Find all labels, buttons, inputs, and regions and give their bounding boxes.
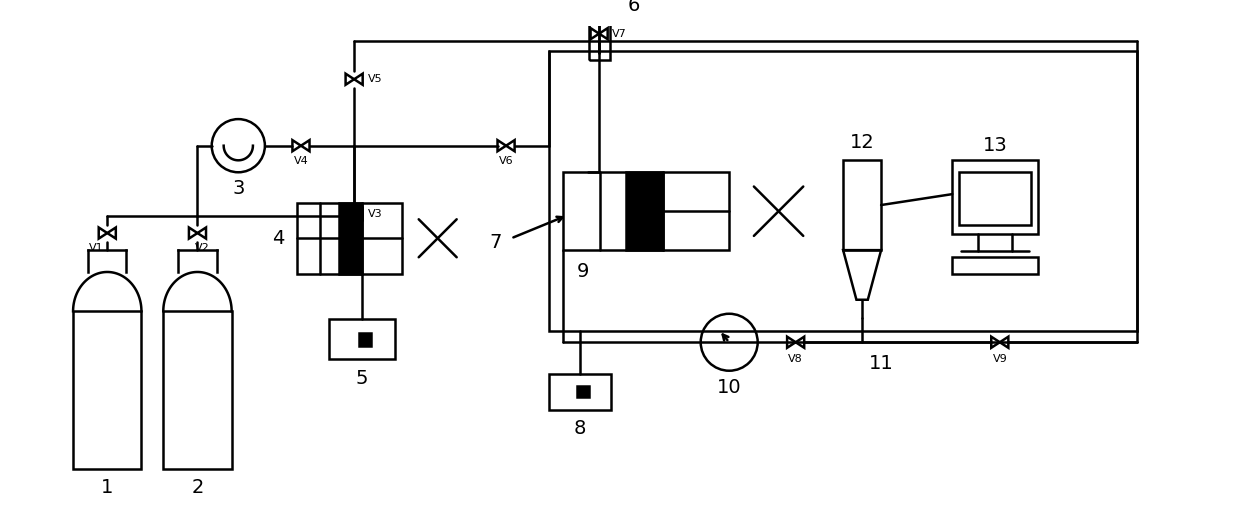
Bar: [329, 319, 396, 359]
Text: V9: V9: [992, 354, 1007, 364]
Text: 10: 10: [717, 378, 742, 397]
Text: V5: V5: [367, 74, 382, 84]
Text: 11: 11: [869, 353, 894, 373]
Text: 5: 5: [356, 369, 368, 388]
Bar: [298, 203, 402, 274]
Text: V8: V8: [789, 354, 804, 364]
Bar: [549, 51, 1137, 331]
Text: V7: V7: [613, 29, 627, 39]
Bar: [563, 172, 729, 250]
Bar: [589, 0, 610, 60]
Text: 12: 12: [849, 133, 874, 152]
Text: 2: 2: [191, 478, 203, 497]
Bar: [960, 171, 1030, 225]
Text: 4: 4: [272, 229, 284, 248]
Bar: [73, 311, 141, 469]
Text: 1: 1: [102, 478, 113, 497]
Text: 3: 3: [232, 179, 244, 198]
Bar: [952, 160, 1038, 234]
Bar: [358, 333, 372, 346]
Bar: [339, 203, 362, 274]
Text: 9: 9: [577, 262, 589, 281]
Bar: [952, 257, 1038, 274]
Bar: [626, 172, 662, 250]
Text: V4: V4: [294, 156, 309, 166]
Text: 8: 8: [573, 419, 585, 438]
Text: V2: V2: [195, 243, 210, 253]
Text: 6: 6: [627, 0, 640, 15]
Text: 13: 13: [982, 136, 1007, 155]
Text: V3: V3: [367, 209, 382, 219]
Bar: [164, 311, 232, 469]
Bar: [577, 386, 589, 397]
Text: 7: 7: [489, 233, 501, 252]
Text: V6: V6: [498, 156, 513, 166]
Bar: [549, 374, 610, 410]
Bar: [843, 160, 882, 250]
Text: V1: V1: [88, 243, 103, 253]
